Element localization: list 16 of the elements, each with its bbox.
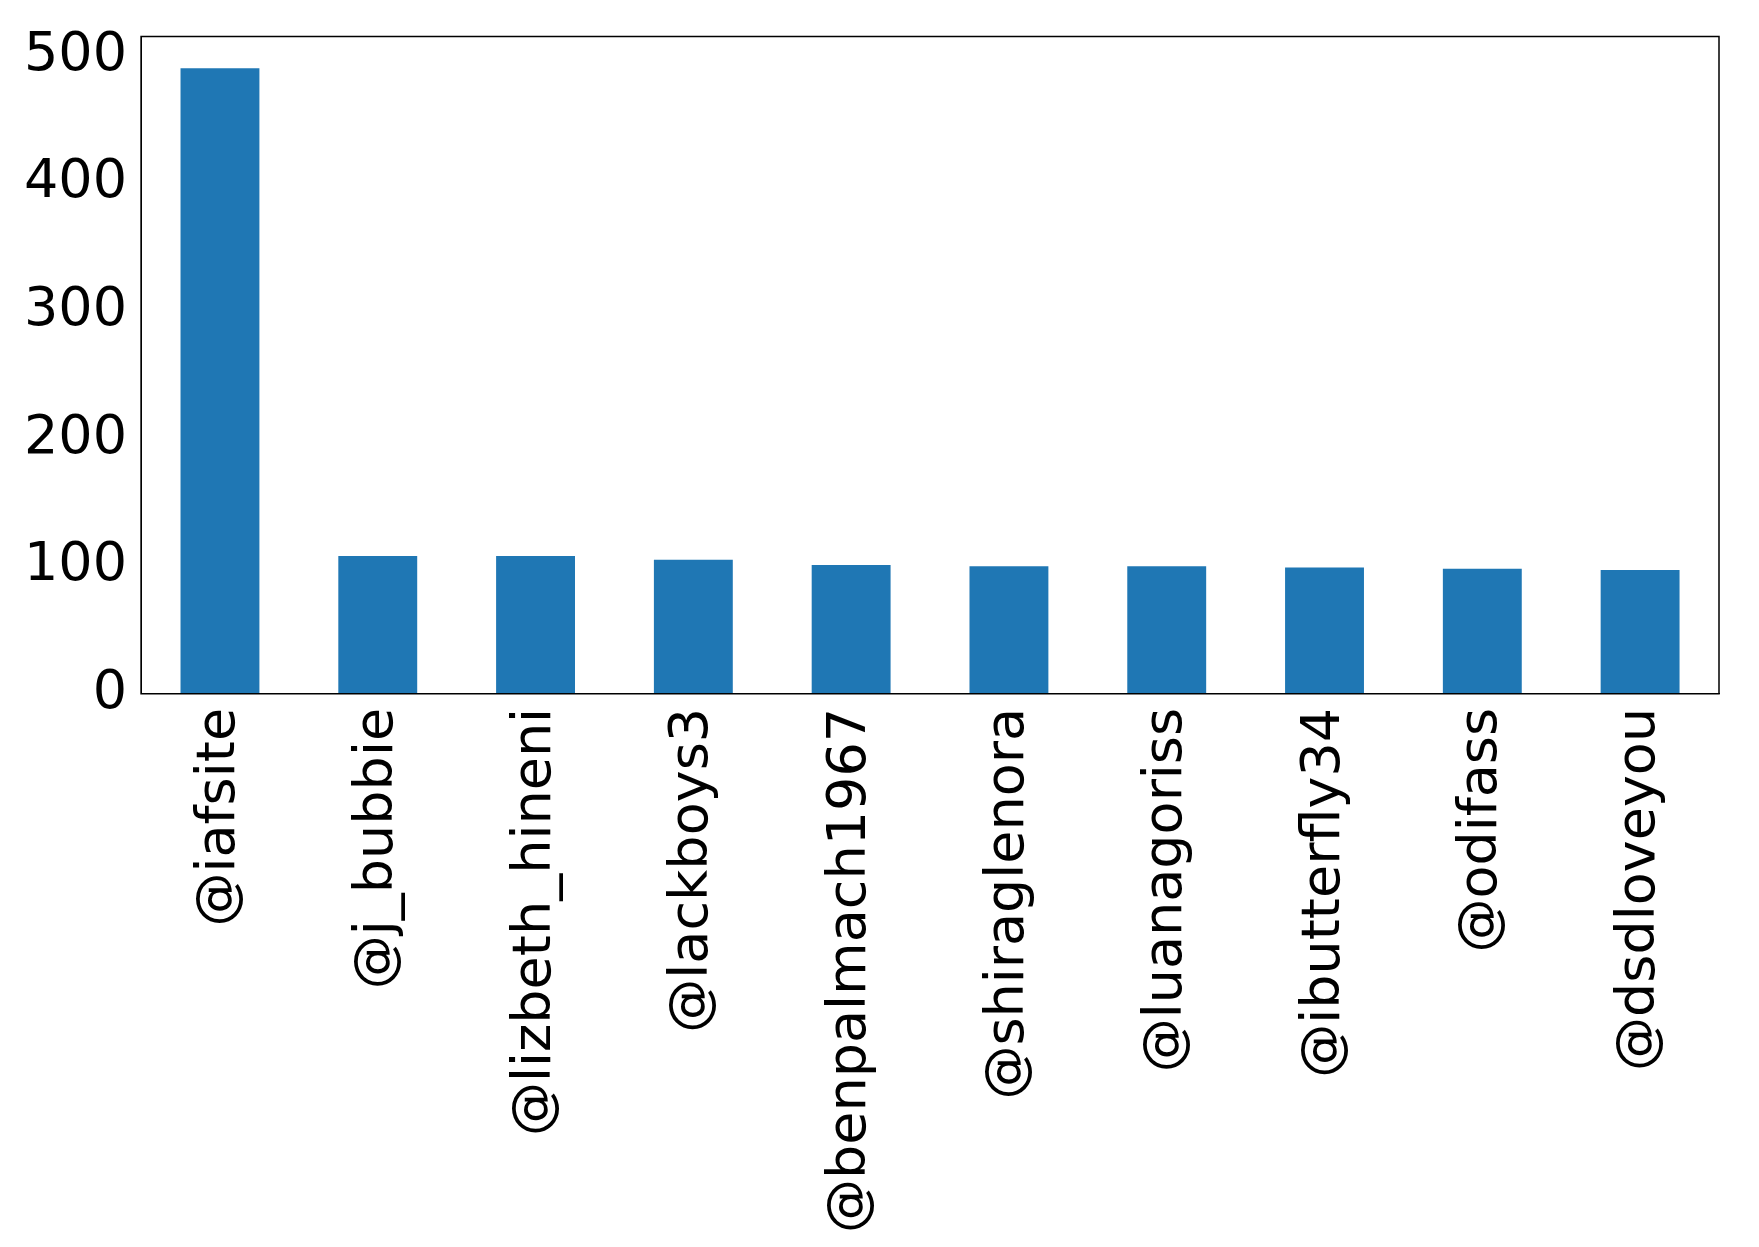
x-tick-label: @iafsite [184, 707, 247, 927]
y-tick-label: 500 [23, 19, 128, 83]
x-tick-label: @shiraglenora [972, 707, 1036, 1100]
x-tick-label: @odifass [1446, 707, 1510, 953]
y-tick-label: 300 [23, 274, 128, 338]
y-tick-label: 400 [23, 147, 128, 211]
x-tick-label: @benpalmach1967 [815, 707, 879, 1234]
x-tick-label: @j_bubbie [341, 707, 405, 990]
y-tick-label: 0 [92, 657, 128, 721]
y-tick-label: 100 [23, 530, 128, 594]
x-tick-label: @dsdloveyou [1604, 707, 1668, 1072]
x-tick-label: @lizbeth_hineni [499, 707, 563, 1137]
x-tick-label: @luanagoriss [1130, 707, 1194, 1073]
y-tick-label: 200 [23, 402, 128, 466]
x-tick-label: @ibutterfly34 [1288, 707, 1352, 1078]
x-tick-label: @lackboys3 [657, 707, 721, 1033]
